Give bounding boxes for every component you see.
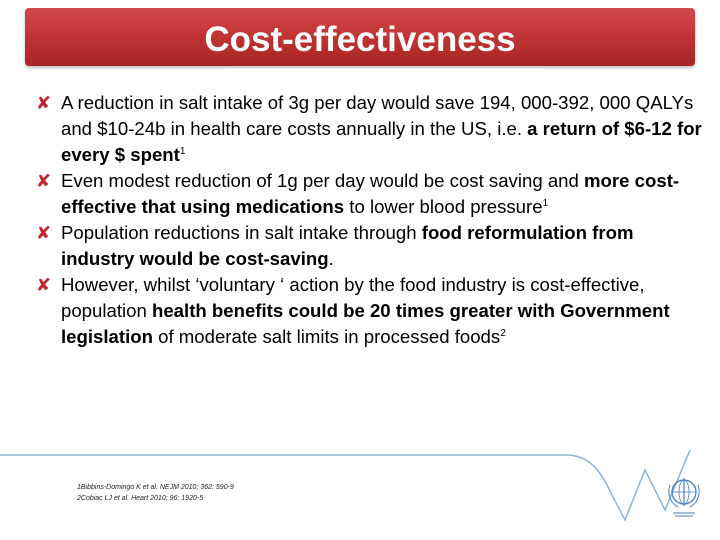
- footnote-ref: 1: [179, 145, 186, 157]
- bullet-text: Population reductions in salt intake thr…: [61, 222, 422, 243]
- cross-mark-icon: ✘: [36, 275, 52, 295]
- title-banner: Cost-effectiveness: [25, 8, 695, 72]
- slide-title: Cost-effectiveness: [204, 20, 516, 59]
- title-underline: [225, 69, 545, 72]
- bullet-item: ✘ Even modest reduction of 1g per day wou…: [36, 168, 706, 220]
- bullet-text: Even modest reduction of 1g per day woul…: [61, 170, 585, 191]
- footnote-2: 2Cobiac LJ et al. Heart 2010; 96: 1920-5: [77, 495, 204, 502]
- bullet-item: ✘ A reduction in salt intake of 3g per da…: [36, 90, 706, 168]
- who-wave-decoration: [0, 449, 691, 522]
- cross-mark-icon: ✘: [36, 171, 52, 191]
- bullet-text: .: [328, 248, 334, 269]
- footnote-ref: 2: [500, 327, 506, 339]
- bullet-text: of moderate salt limits in processed foo…: [152, 326, 501, 347]
- bullet-text: However, whilst ‘voluntary ‘ action by t…: [61, 274, 645, 321]
- bullet-emphasis: a return of $6-12 for every $ spent: [61, 118, 702, 165]
- who-emblem-icon: [668, 478, 700, 517]
- bullet-emphasis: food reformulation from industry would b…: [61, 222, 634, 269]
- footnote-ref: 1: [542, 197, 549, 209]
- bullet-emphasis: health benefits could be 20 times greate…: [61, 300, 670, 347]
- bullet-text: A reduction in salt intake of 3g per day…: [61, 92, 694, 139]
- cross-mark-icon: ✘: [36, 223, 52, 243]
- footnotes: 1Bibbins-Domingo K et al. NEJM 2010; 362…: [77, 482, 234, 504]
- bullet-emphasis: more cost-effective that using medicatio…: [61, 170, 680, 217]
- bullet-text: to lower blood pressure: [344, 196, 543, 217]
- bullet-item: ✘ Population reductions in salt intake th…: [36, 220, 706, 272]
- bullet-list: ✘ A reduction in salt intake of 3g per da…: [36, 90, 706, 350]
- footnote-1: 1Bibbins-Domingo K et al. NEJM 2010; 362…: [77, 484, 234, 491]
- bullet-item: ✘ However, whilst ‘voluntary ‘ action by …: [36, 272, 706, 350]
- cross-mark-icon: ✘: [36, 93, 52, 113]
